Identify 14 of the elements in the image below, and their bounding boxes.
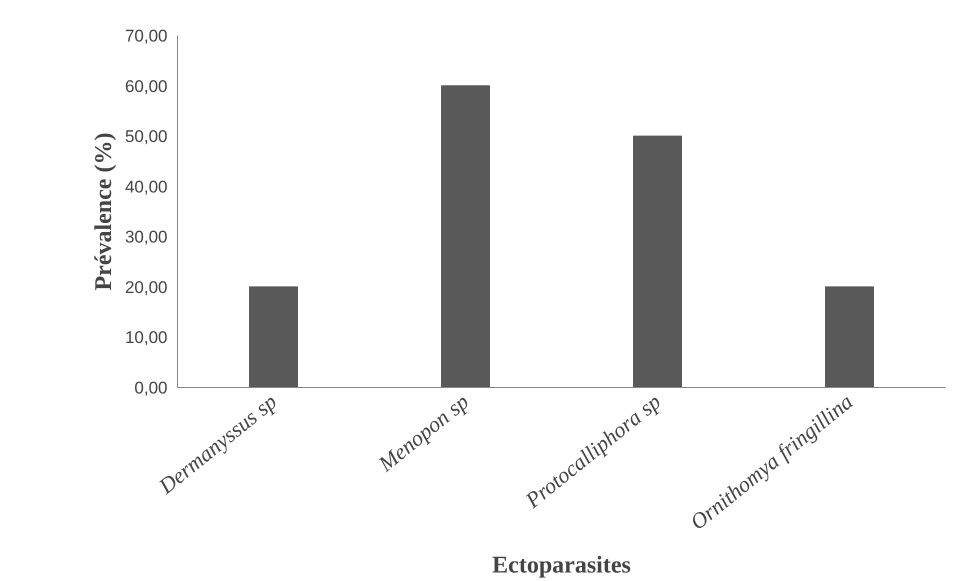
bar — [633, 136, 682, 388]
y-tick-label: 10,00 — [124, 328, 168, 348]
y-tick-label: 60,00 — [124, 76, 168, 96]
x-axis-title: Ectoparasites — [492, 552, 631, 578]
y-axis-title: Prévalence (%) — [90, 132, 117, 290]
y-tick-label: 30,00 — [124, 228, 168, 247]
bar — [825, 286, 874, 388]
y-tick-label: 0,00 — [134, 378, 168, 398]
y-tick-label: 50,00 — [124, 127, 168, 146]
bar — [441, 85, 490, 388]
y-tick-label: 70,00 — [124, 26, 168, 46]
y-tick-label: 40,00 — [124, 177, 168, 196]
y-tick-label: 20,00 — [124, 278, 168, 297]
bar — [249, 286, 298, 388]
